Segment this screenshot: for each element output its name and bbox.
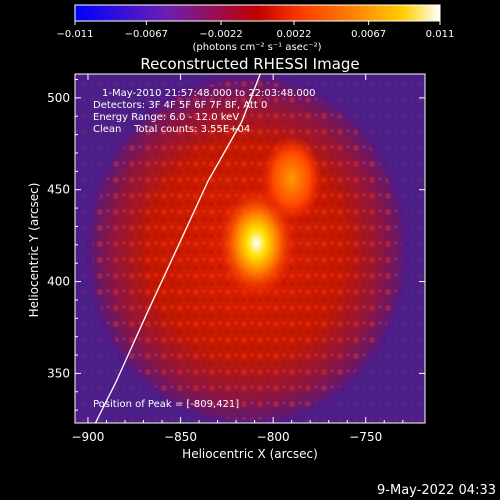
colorbar-ticks: −0.011 −0.0067 −0.0022 0.0022 0.0067 0.011 — [56, 21, 454, 40]
colorbar-gradient — [74, 4, 441, 22]
y-axis-label: Heliocentric Y (arcsec) — [27, 183, 41, 318]
annotation-energy: Energy Range: 6.0 - 12.0 keV — [93, 112, 239, 123]
y-tick-label: 350 — [47, 366, 70, 380]
heatmap-area — [75, 74, 425, 423]
plot-frame — [74, 73, 426, 424]
solar-limb-line — [94, 74, 261, 423]
colorbar-tick-label: −0.011 — [56, 29, 93, 40]
annotation-detectors: Detectors: 3F 4F 5F 6F 7F 8F, Att 0 — [93, 100, 267, 111]
footer-timestamp: 9-May-2022 04:33 — [377, 483, 496, 498]
annotation-time-range: 1-May-2010 21:57:48.000 to 22:03:48.000 — [102, 88, 315, 99]
x-axis-label: Heliocentric X (arcsec) — [182, 447, 318, 461]
y-tick-label: 500 — [47, 91, 70, 105]
colorbar-tick-label: −0.0022 — [199, 29, 242, 40]
x-tick-label: −800 — [257, 430, 290, 444]
secondary-source — [261, 135, 323, 222]
x-tick-label: −750 — [349, 430, 382, 444]
colorbar-unit-label: (photons cm⁻² s⁻¹ asec⁻²) — [192, 42, 321, 53]
x-tick-label: −850 — [164, 430, 197, 444]
axis-ticks: −900 −850 −800 −750 350 400 450 500 — [47, 74, 425, 444]
x-tick-label: −900 — [71, 430, 104, 444]
colorbar-tick-label: 0.0022 — [277, 29, 312, 40]
y-tick-label: 450 — [47, 183, 70, 197]
colorbar-tick-label: −0.0067 — [125, 29, 168, 40]
chart-title: Reconstructed RHESSI Image — [140, 55, 359, 73]
annotation-peak-position: Position of Peak = [-809,421] — [93, 399, 239, 410]
annotations: 1-May-2010 21:57:48.000 to 22:03:48.000 … — [93, 88, 315, 410]
colorbar: −0.011 −0.0067 −0.0022 0.0022 0.0067 0.011 (p… — [56, 4, 454, 53]
colorbar-tick-label: 0.0067 — [351, 29, 386, 40]
sources-layer — [218, 135, 323, 298]
colorbar-tick-label: 0.011 — [426, 29, 455, 40]
annotation-clean: Clean Total counts: 3.55E+04 — [93, 124, 250, 135]
peak-source — [218, 188, 295, 298]
y-tick-label: 400 — [47, 275, 70, 289]
